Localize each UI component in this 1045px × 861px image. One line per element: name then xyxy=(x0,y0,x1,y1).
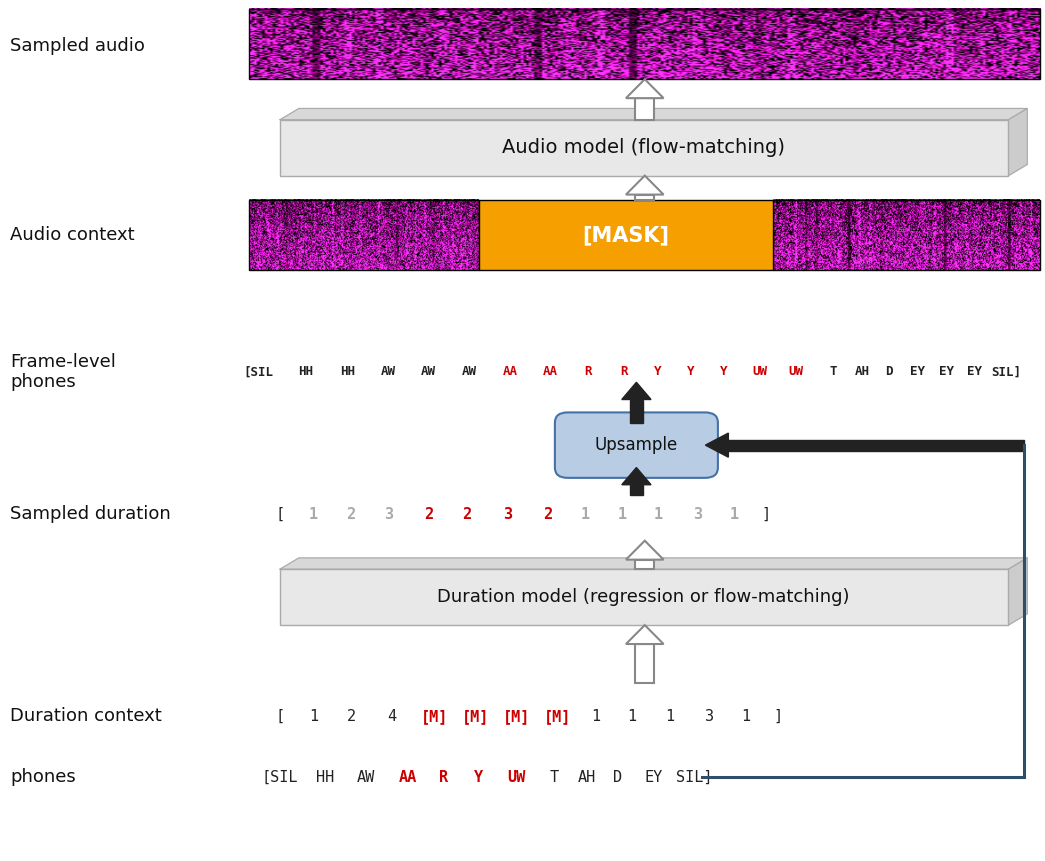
Text: UW: UW xyxy=(752,365,767,379)
Text: 3: 3 xyxy=(705,709,714,724)
Text: D: D xyxy=(885,365,893,379)
Text: 3: 3 xyxy=(694,506,702,522)
Text: SIL]: SIL] xyxy=(992,365,1021,379)
Text: 2: 2 xyxy=(463,506,471,522)
Text: T: T xyxy=(550,770,558,785)
Polygon shape xyxy=(280,108,1027,120)
Text: 1: 1 xyxy=(309,709,318,724)
Text: D: D xyxy=(613,770,622,785)
Text: ]: ] xyxy=(762,506,770,522)
Text: 1: 1 xyxy=(742,709,750,724)
Text: Y: Y xyxy=(687,365,695,379)
Polygon shape xyxy=(622,382,651,400)
Text: 1: 1 xyxy=(618,506,626,522)
Polygon shape xyxy=(629,400,643,423)
Text: HH: HH xyxy=(341,365,355,379)
Text: AW: AW xyxy=(462,365,477,379)
Text: EY: EY xyxy=(644,770,663,785)
Polygon shape xyxy=(635,195,654,200)
Text: 3: 3 xyxy=(385,506,393,522)
Text: 1: 1 xyxy=(591,709,600,724)
Text: HH: HH xyxy=(298,365,312,379)
Text: Duration model (regression or flow-matching): Duration model (regression or flow-match… xyxy=(438,588,850,605)
Polygon shape xyxy=(626,625,664,644)
Polygon shape xyxy=(705,433,728,457)
Text: Audio context: Audio context xyxy=(10,226,135,244)
Bar xyxy=(280,569,1008,625)
Text: AA: AA xyxy=(543,365,558,379)
Text: R: R xyxy=(584,365,593,379)
Polygon shape xyxy=(626,176,664,195)
Text: 1: 1 xyxy=(581,506,589,522)
Text: AH: AH xyxy=(578,770,597,785)
Bar xyxy=(479,200,773,270)
Text: Y: Y xyxy=(653,365,661,379)
Text: Duration context: Duration context xyxy=(10,708,162,725)
Text: HH: HH xyxy=(316,770,334,785)
Text: AH: AH xyxy=(855,365,869,379)
Text: AW: AW xyxy=(421,365,436,379)
Text: 1: 1 xyxy=(666,709,674,724)
Text: 3: 3 xyxy=(504,506,512,522)
Text: 1: 1 xyxy=(628,709,636,724)
Text: 2: 2 xyxy=(424,506,433,522)
Text: AA: AA xyxy=(503,365,517,379)
Polygon shape xyxy=(1008,558,1027,625)
Polygon shape xyxy=(1008,108,1027,176)
Text: [: [ xyxy=(276,709,284,724)
Text: AW: AW xyxy=(381,365,396,379)
Text: Upsample: Upsample xyxy=(595,437,678,454)
Text: Sampled audio: Sampled audio xyxy=(10,38,145,55)
Text: R: R xyxy=(439,770,447,785)
Text: T: T xyxy=(829,365,837,379)
Polygon shape xyxy=(635,560,654,569)
Text: ]: ] xyxy=(773,709,782,724)
Polygon shape xyxy=(280,558,1027,569)
Text: Y: Y xyxy=(720,365,728,379)
Text: Audio model (flow-matching): Audio model (flow-matching) xyxy=(503,138,785,157)
Bar xyxy=(249,200,479,270)
Text: AA: AA xyxy=(398,770,417,785)
Text: 1: 1 xyxy=(309,506,318,522)
Text: [SIL: [SIL xyxy=(262,770,298,785)
Text: [M]: [M] xyxy=(503,709,530,724)
Text: SIL]: SIL] xyxy=(676,770,712,785)
Text: UW: UW xyxy=(507,770,526,785)
Text: [: [ xyxy=(276,506,284,522)
Text: [M]: [M] xyxy=(462,709,489,724)
Text: [MASK]: [MASK] xyxy=(582,225,670,245)
Text: 1: 1 xyxy=(654,506,663,522)
Text: 4: 4 xyxy=(388,709,396,724)
Text: Frame-level: Frame-level xyxy=(10,353,116,370)
Polygon shape xyxy=(728,439,1024,451)
Text: 2: 2 xyxy=(347,506,355,522)
Text: [SIL: [SIL xyxy=(243,365,273,379)
Text: EY: EY xyxy=(968,365,982,379)
Text: 1: 1 xyxy=(730,506,739,522)
Text: EY: EY xyxy=(910,365,925,379)
Text: phones: phones xyxy=(10,374,76,391)
Bar xyxy=(773,200,1040,270)
Text: 2: 2 xyxy=(347,709,355,724)
Text: [M]: [M] xyxy=(421,709,448,724)
Text: Sampled duration: Sampled duration xyxy=(10,505,171,523)
Polygon shape xyxy=(635,644,654,683)
Polygon shape xyxy=(622,468,651,485)
Polygon shape xyxy=(626,541,664,560)
Text: [M]: [M] xyxy=(544,709,572,724)
FancyBboxPatch shape xyxy=(555,412,718,478)
Polygon shape xyxy=(629,485,643,495)
Bar xyxy=(249,9,1040,79)
Text: phones: phones xyxy=(10,769,76,786)
Text: 2: 2 xyxy=(543,506,552,522)
Polygon shape xyxy=(635,98,654,120)
Text: Y: Y xyxy=(474,770,483,785)
Text: UW: UW xyxy=(789,365,804,379)
Polygon shape xyxy=(626,79,664,98)
Bar xyxy=(280,120,1008,176)
Text: AW: AW xyxy=(356,770,375,785)
Text: R: R xyxy=(620,365,628,379)
Text: EY: EY xyxy=(939,365,954,379)
